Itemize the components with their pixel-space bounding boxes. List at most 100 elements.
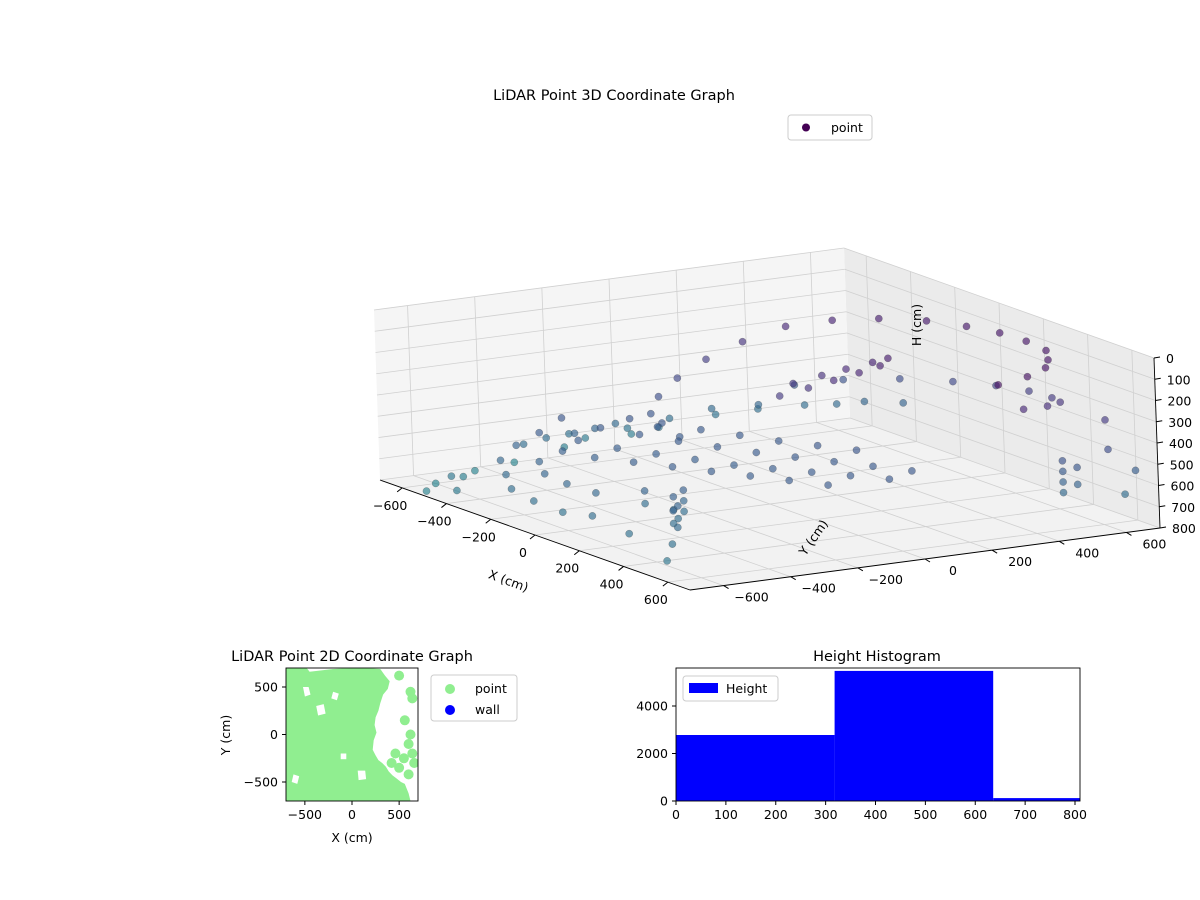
point-3d	[680, 507, 688, 516]
point-2d	[361, 782, 372, 793]
point-3d	[529, 497, 538, 505]
point-3d	[422, 487, 431, 495]
point-3d	[774, 437, 783, 445]
grid-line-z	[376, 332, 848, 396]
point-2d	[403, 769, 414, 780]
x-tick	[662, 581, 669, 587]
grid-line-z	[849, 417, 1161, 529]
y-tick-label: −200	[869, 572, 903, 587]
chart-2d-title: LiDAR Point 2D Coordinate Graph	[231, 649, 473, 665]
point-3d	[860, 397, 869, 406]
y-tick-label: −500	[244, 775, 278, 790]
legend-marker-wall	[445, 705, 455, 715]
point-3d	[542, 434, 551, 442]
scatter-3d-chart: LiDAR Point 3D Coordinate Graph −600 −400…	[373, 88, 1196, 607]
grid-line-z	[848, 375, 1159, 486]
z-tick-label: 400	[1169, 436, 1193, 451]
point-3d	[581, 434, 590, 442]
point-2d	[290, 710, 301, 721]
point-3d	[746, 472, 755, 480]
point-2d	[337, 777, 348, 787]
point-3d	[592, 489, 600, 497]
chart-3d-axes: −600 −400 −200 0 200 400 600 −600 −400 −200 0 200 40…	[373, 351, 1196, 607]
x-tick	[396, 487, 403, 493]
grid-line-z	[377, 353, 848, 417]
grid-line-z	[849, 396, 1160, 508]
point-3d	[781, 322, 790, 331]
point-3d	[535, 457, 544, 466]
y-tick-label: −400	[802, 581, 836, 596]
point-3d	[679, 486, 688, 494]
z-tick	[1153, 356, 1161, 359]
histogram-chart: Height Histogram 0 100 200 300 400 500 600 700 8…	[636, 649, 1087, 822]
grid-line-z	[379, 396, 850, 460]
x-tick-label: 400	[600, 576, 624, 591]
point-3d	[1073, 463, 1081, 472]
point-3d	[899, 399, 908, 407]
y-tick	[1059, 540, 1065, 545]
point-3d	[431, 479, 440, 488]
point-3d	[962, 322, 971, 331]
point-2d	[342, 788, 353, 799]
x-tick-label: 400	[864, 807, 888, 822]
x-tick-label: 0	[348, 807, 356, 822]
point-3d	[507, 485, 516, 493]
point-3d	[653, 422, 662, 431]
z-tick	[1159, 505, 1166, 508]
x-tick-label: 600	[963, 807, 987, 822]
point-3d	[752, 448, 761, 457]
point-3d	[1121, 490, 1129, 499]
legend-label-height: Height	[726, 681, 767, 696]
point-3d	[738, 337, 747, 346]
point-3d	[830, 457, 838, 466]
point-3d	[669, 492, 678, 501]
chart-2d-area	[286, 668, 418, 801]
x-tick	[529, 534, 536, 540]
x-tick-label: 500	[913, 807, 937, 822]
point-3d	[711, 410, 720, 419]
point-3d	[570, 429, 579, 438]
point-3d	[824, 481, 832, 489]
point-3d	[702, 355, 710, 364]
point-2d	[370, 683, 381, 694]
point-3d	[665, 414, 674, 423]
x-tick-label: −600	[373, 498, 407, 513]
point-3d	[884, 354, 892, 363]
point-3d	[535, 428, 544, 437]
grid-line-y	[413, 475, 724, 586]
legend-marker-point	[802, 123, 810, 132]
point-3d	[1044, 356, 1052, 364]
point-2d	[309, 682, 320, 692]
point-3d	[791, 453, 800, 461]
legend-marker-point	[445, 684, 455, 694]
chart-3d-grid	[373, 247, 1161, 586]
point-3d	[789, 379, 797, 388]
grid-line-z	[843, 247, 1155, 359]
point-3d	[839, 375, 848, 384]
point-3d	[775, 392, 784, 400]
point-2d	[370, 788, 381, 799]
grid-line-y	[749, 430, 1060, 542]
point-3d	[829, 376, 838, 385]
x-tick-label: −500	[288, 807, 322, 822]
point-3d	[673, 502, 682, 510]
point-3d	[1101, 416, 1109, 424]
point-3d	[674, 514, 683, 523]
y-tick	[857, 567, 864, 572]
point-2d	[409, 758, 418, 768]
chart-3d-x-label: X (cm)	[487, 567, 531, 595]
point-3d	[1042, 346, 1050, 355]
point-3d	[707, 467, 716, 476]
x-tick	[485, 518, 492, 524]
x-tick-label: 600	[644, 592, 668, 607]
grid-line-y	[682, 439, 993, 551]
y-tick-label: 0	[270, 727, 278, 742]
grid-line-y	[614, 448, 926, 560]
legend-swatch-height	[689, 683, 718, 693]
point-3d	[852, 446, 861, 455]
point-3d	[453, 486, 461, 495]
y-tick-label: 400	[1075, 545, 1099, 560]
z-tick	[1157, 462, 1164, 465]
point-3d	[512, 441, 521, 450]
point-3d	[447, 472, 456, 481]
